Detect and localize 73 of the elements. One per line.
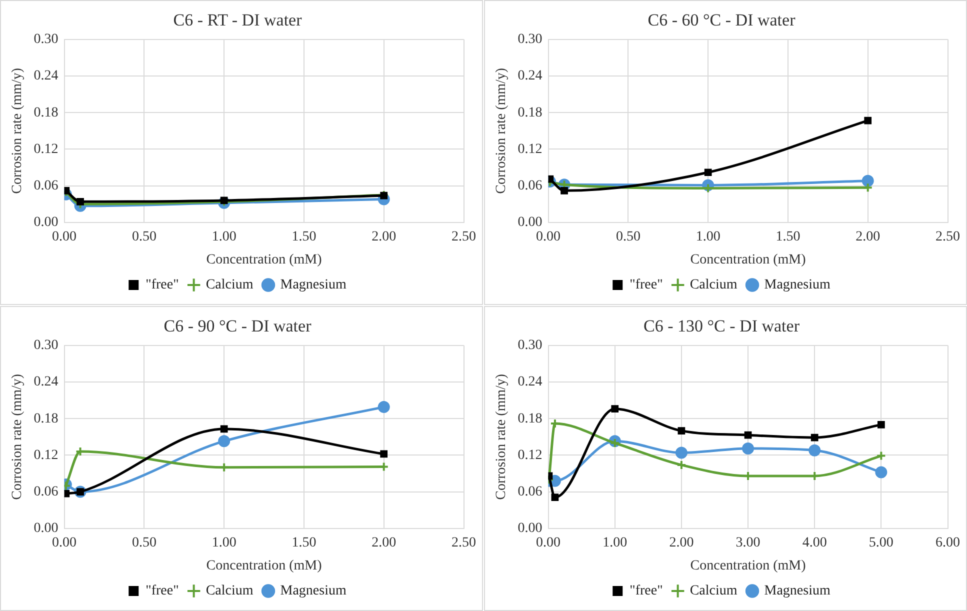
y-tick-label: 0.00 xyxy=(34,215,58,230)
x-axis-title: Concentration (mM) xyxy=(690,252,806,268)
legend-label: Calcium xyxy=(690,584,738,599)
y-tick-label: 0.18 xyxy=(518,105,542,120)
chart-title: C6 - RT - DI water xyxy=(173,10,302,30)
chart-title: C6 - 90 °C - DI water xyxy=(164,316,312,336)
legend-label: "free" xyxy=(146,584,179,599)
legend-label: Calcium xyxy=(690,278,738,293)
x-tick-label: 2.00 xyxy=(856,229,880,244)
x-tick-label: 0.50 xyxy=(132,535,156,550)
legend-label: "free" xyxy=(630,584,663,599)
x-tick-label: 0.50 xyxy=(132,229,156,244)
y-tick-label: 0.24 xyxy=(34,374,58,390)
chart-title: C6 - 60 °C - DI water xyxy=(648,10,796,30)
y-tick-label: 0.12 xyxy=(34,448,58,463)
y-tick-label: 0.00 xyxy=(518,215,542,230)
x-tick-label: 6.00 xyxy=(936,535,960,550)
y-tick-label: 0.30 xyxy=(34,338,58,354)
y-tick-label: 0.06 xyxy=(518,484,542,500)
y-axis-title: Corrosion rate (mm/y) xyxy=(494,374,510,500)
x-axis-title: Concentration (mM) xyxy=(206,252,322,268)
x-tick-label: 2.00 xyxy=(669,535,694,550)
legend-label: "free" xyxy=(630,278,663,293)
legend-label: Magnesium xyxy=(764,278,830,293)
x-tick-label: 2.00 xyxy=(372,229,396,244)
x-tick-label: 2.50 xyxy=(452,535,476,550)
x-tick-label: 4.00 xyxy=(802,535,827,550)
y-tick-label: 0.18 xyxy=(34,411,58,426)
legend-label: Calcium xyxy=(206,278,254,293)
y-tick-label: 0.12 xyxy=(518,448,542,463)
x-tick-label: 2.50 xyxy=(452,229,476,244)
x-tick-label: 2.00 xyxy=(372,535,396,550)
x-tick-label: 5.00 xyxy=(868,535,894,550)
y-tick-label: 0.30 xyxy=(518,338,542,354)
y-tick-label: 0.00 xyxy=(518,521,542,536)
legend-label: Magnesium xyxy=(280,278,346,293)
x-tick-label: 1.00 xyxy=(696,229,720,244)
x-tick-label: 1.00 xyxy=(602,535,628,550)
legend-label: "free" xyxy=(146,278,179,293)
y-tick-label: 0.06 xyxy=(34,484,58,500)
y-tick-label: 0.30 xyxy=(34,32,58,48)
y-tick-label: 0.12 xyxy=(518,142,542,157)
x-tick-label: 0.00 xyxy=(536,229,561,244)
x-tick-label: 1.50 xyxy=(292,535,316,550)
x-tick-label: 0.50 xyxy=(616,229,640,244)
x-tick-label: 1.00 xyxy=(212,535,236,550)
y-tick-label: 0.24 xyxy=(518,68,542,84)
legend-label: Calcium xyxy=(206,584,254,599)
x-tick-label: 1.50 xyxy=(776,229,800,244)
x-axis-title: Concentration (mM) xyxy=(206,558,322,574)
x-tick-label: 0.00 xyxy=(52,229,77,244)
x-tick-label: 2.50 xyxy=(936,229,960,244)
x-axis-title: Concentration (mM) xyxy=(690,558,806,574)
x-tick-label: 0.00 xyxy=(536,535,561,550)
y-tick-label: 0.06 xyxy=(34,178,58,194)
x-tick-label: 1.00 xyxy=(212,229,236,244)
y-tick-label: 0.00 xyxy=(34,521,58,536)
y-tick-label: 0.18 xyxy=(518,411,542,426)
y-tick-label: 0.18 xyxy=(34,105,58,120)
y-axis-title: Corrosion rate (mm/y) xyxy=(10,374,26,500)
y-axis-title: Corrosion rate (mm/y) xyxy=(10,68,26,194)
legend-label: Magnesium xyxy=(764,584,830,599)
x-tick-label: 0.00 xyxy=(52,535,77,550)
legend-label: Magnesium xyxy=(280,584,346,599)
y-tick-label: 0.12 xyxy=(34,142,58,157)
y-tick-label: 0.24 xyxy=(518,374,542,390)
y-tick-label: 0.24 xyxy=(34,68,58,84)
chart-title: C6 - 130 °C - DI water xyxy=(644,316,800,336)
y-axis-title: Corrosion rate (mm/y) xyxy=(494,68,510,194)
y-tick-label: 0.06 xyxy=(518,178,542,194)
y-tick-label: 0.30 xyxy=(518,32,542,48)
x-tick-label: 3.00 xyxy=(736,535,760,550)
x-tick-label: 1.50 xyxy=(292,229,316,244)
